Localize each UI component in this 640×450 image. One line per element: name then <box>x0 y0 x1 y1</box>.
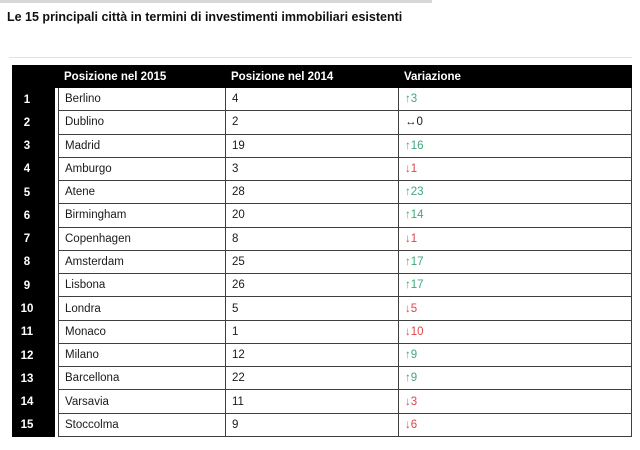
pos2014-cell: 5 <box>225 297 398 321</box>
rank-cell: 6 <box>12 204 55 228</box>
variation-cell: ↓6 <box>398 413 632 437</box>
variation-cell: ↑16 <box>398 134 632 158</box>
pos2014-cell: 4 <box>225 88 398 112</box>
pos2014-cell: 1 <box>225 320 398 344</box>
rank-cell: 7 <box>12 227 55 251</box>
variation-cell: ↑14 <box>398 204 632 228</box>
table-row: 3 Madrid 19 ↑16 <box>12 134 632 158</box>
column-gap <box>55 320 58 344</box>
header-variation: Variazione <box>404 70 461 83</box>
variation-cell: ↑17 <box>398 250 632 275</box>
column-gap <box>55 157 58 182</box>
variation-cell: ↑9 <box>398 343 632 368</box>
variation-cell: ↓10 <box>398 320 632 344</box>
table-row: 6 Birmingham 20 ↑14 <box>12 204 632 228</box>
table-body: 1 Berlino 4 ↑3 2 Dublino 2 ↔0 3 Madrid 1… <box>12 88 632 437</box>
city-cell: Dublino <box>58 111 225 135</box>
column-gap <box>55 274 58 298</box>
city-cell: Milano <box>58 343 225 368</box>
column-gap <box>55 343 58 368</box>
pos2014-cell: 26 <box>225 274 398 298</box>
column-gap <box>55 111 58 135</box>
rank-cell: 14 <box>12 390 55 414</box>
table-image-top-edge <box>9 57 632 58</box>
rank-cell: 4 <box>12 157 55 182</box>
table-row: 2 Dublino 2 ↔0 <box>12 111 632 135</box>
city-cell: Amsterdam <box>58 250 225 275</box>
table-row: 8 Amsterdam 25 ↑17 <box>12 250 632 275</box>
city-cell: Lisbona <box>58 274 225 298</box>
city-cell: Varsavia <box>58 390 225 414</box>
column-gap <box>55 134 58 158</box>
variation-cell: ↑3 <box>398 88 632 112</box>
city-ranking-table: Posizione nel 2015 Posizione nel 2014 Va… <box>12 65 632 437</box>
page-title: Le 15 principali città in termini di inv… <box>7 10 403 24</box>
rank-cell: 1 <box>12 88 55 112</box>
city-cell: Birmingham <box>58 204 225 228</box>
column-gap <box>55 88 58 112</box>
rank-cell: 2 <box>12 111 55 135</box>
variation-cell: ↑17 <box>398 274 632 298</box>
header-pos2014: Posizione nel 2014 <box>231 70 334 83</box>
variation-cell: ↓1 <box>398 227 632 251</box>
pos2014-cell: 28 <box>225 181 398 205</box>
city-cell: Stoccolma <box>58 413 225 437</box>
pos2014-cell: 19 <box>225 134 398 158</box>
column-gap <box>55 204 58 228</box>
table-row: 15 Stoccolma 9 ↓6 <box>12 413 632 437</box>
pos2014-cell: 11 <box>225 390 398 414</box>
column-gap <box>55 181 58 205</box>
variation-cell: ↑9 <box>398 367 632 391</box>
city-cell: Amburgo <box>58 157 225 182</box>
variation-cell: ↓5 <box>398 297 632 321</box>
city-cell: Copenhagen <box>58 227 225 251</box>
pos2014-cell: 25 <box>225 250 398 275</box>
rank-cell: 9 <box>12 274 55 298</box>
city-cell: Berlino <box>58 88 225 112</box>
pos2014-cell: 22 <box>225 367 398 391</box>
rank-cell: 15 <box>12 413 55 437</box>
pos2014-cell: 12 <box>225 343 398 368</box>
variation-cell: ↔0 <box>398 111 632 135</box>
table-header-row: Posizione nel 2015 Posizione nel 2014 Va… <box>12 65 632 88</box>
city-cell: Madrid <box>58 134 225 158</box>
column-gap <box>55 297 58 321</box>
pos2014-cell: 9 <box>225 413 398 437</box>
pos2014-cell: 8 <box>225 227 398 251</box>
variation-cell: ↓3 <box>398 390 632 414</box>
rank-cell: 8 <box>12 250 55 275</box>
top-edge-artifact <box>0 0 432 3</box>
pos2014-cell: 3 <box>225 157 398 182</box>
pos2014-cell: 20 <box>225 204 398 228</box>
rank-cell: 10 <box>12 297 55 321</box>
city-cell: Monaco <box>58 320 225 344</box>
table-row: 10 Londra 5 ↓5 <box>12 297 632 321</box>
column-gap <box>55 367 58 391</box>
rank-cell: 11 <box>12 320 55 344</box>
table-row: 4 Amburgo 3 ↓1 <box>12 157 632 182</box>
rank-cell: 12 <box>12 343 55 368</box>
city-cell: Barcellona <box>58 367 225 391</box>
rank-cell: 5 <box>12 181 55 205</box>
table-row: 9 Lisbona 26 ↑17 <box>12 274 632 298</box>
variation-cell: ↑23 <box>398 181 632 205</box>
table-row: 7 Copenhagen 8 ↓1 <box>12 227 632 251</box>
variation-cell: ↓1 <box>398 157 632 182</box>
table-row: 11 Monaco 1 ↓10 <box>12 320 632 344</box>
column-gap <box>55 227 58 251</box>
column-gap <box>55 250 58 275</box>
pos2014-cell: 2 <box>225 111 398 135</box>
column-gap <box>55 413 58 437</box>
table-row: 14 Varsavia 11 ↓3 <box>12 390 632 414</box>
column-gap <box>55 390 58 414</box>
rank-cell: 3 <box>12 134 55 158</box>
header-pos2015: Posizione nel 2015 <box>64 70 167 83</box>
city-cell: Londra <box>58 297 225 321</box>
table-row: 12 Milano 12 ↑9 <box>12 343 632 368</box>
city-cell: Atene <box>58 181 225 205</box>
rank-cell: 13 <box>12 367 55 391</box>
table-row: 1 Berlino 4 ↑3 <box>12 88 632 112</box>
table-row: 5 Atene 28 ↑23 <box>12 181 632 205</box>
table-row: 13 Barcellona 22 ↑9 <box>12 367 632 391</box>
